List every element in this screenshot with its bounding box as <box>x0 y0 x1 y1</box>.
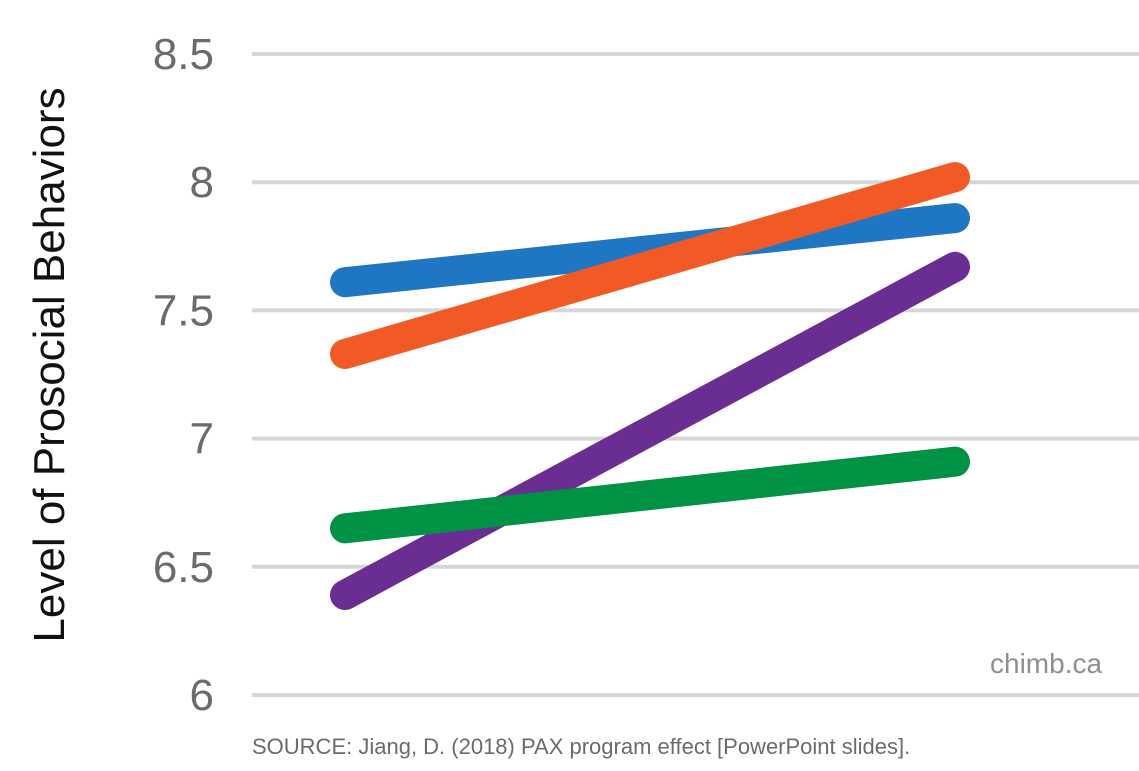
y-tick-label: 8.5 <box>153 30 214 79</box>
watermark: chimb.ca <box>990 648 1103 679</box>
y-tick-label: 7.5 <box>153 286 214 335</box>
source-note: SOURCE: Jiang, D. (2018) PAX program eff… <box>252 734 911 759</box>
gridlines <box>252 52 1139 697</box>
series-lines <box>330 162 970 611</box>
series-line-3 <box>330 251 970 611</box>
series-line-2 <box>330 162 970 369</box>
y-axis-label: Level of Prosocial Behaviors <box>25 87 74 642</box>
y-tick-label: 6 <box>190 671 214 720</box>
y-tick-label: 6.5 <box>153 543 214 592</box>
y-axis-ticks: 6 6.5 7 7.5 8 8.5 <box>153 30 214 720</box>
series-line-4 <box>330 446 970 544</box>
y-tick-label: 7 <box>190 415 214 464</box>
y-tick-label: 8 <box>190 158 214 207</box>
